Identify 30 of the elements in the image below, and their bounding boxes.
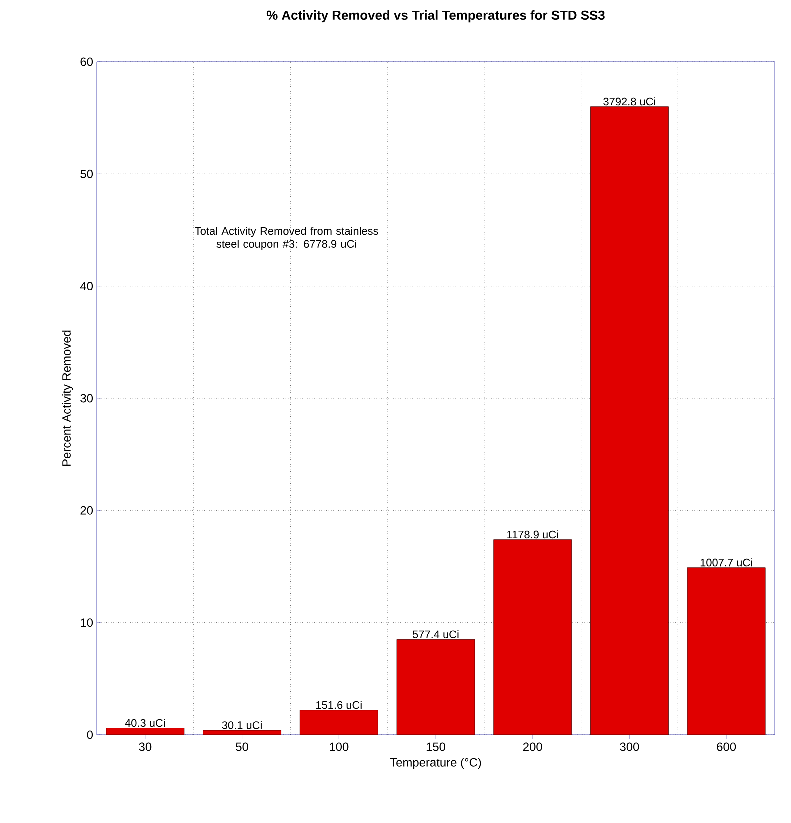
annotation: 151.6 uCi — [316, 701, 362, 710]
bar — [494, 540, 572, 735]
bar — [300, 710, 378, 735]
annotation: 1007.7 uCi — [700, 558, 752, 567]
annotation: 40.3 uCi — [125, 719, 166, 728]
y-tick-label: 10 — [81, 618, 94, 628]
annotation: 1178.9 uCi — [508, 530, 558, 539]
bar — [590, 106, 669, 735]
y-tick-label: 50 — [80, 170, 94, 178]
x-tick-label: 200 — [523, 742, 542, 752]
annotation: Total Activity Removed from stainless steel coupon #3: 6778.9 uCi — [195, 227, 378, 250]
y-tick-label: 20 — [80, 506, 94, 515]
x-axis-title: Temperature (°C) — [390, 758, 482, 770]
y-tick-label: 0 — [87, 730, 94, 740]
x-tick-label: 150 — [426, 742, 446, 752]
y-tick-label: 30 — [80, 394, 94, 403]
bar — [397, 640, 476, 735]
chart-title: % Activity Removed vs Trial Temperatures for STD SS3 — [266, 10, 605, 23]
annotation: 3792.8 uCi — [604, 98, 656, 106]
x-tick-label: 100 — [330, 742, 349, 752]
x-tick-label: 600 — [717, 742, 736, 752]
y-axis-title: Percent Activity Removed — [62, 330, 74, 466]
x-tick-label: 300 — [620, 742, 640, 752]
bar — [687, 568, 766, 735]
x-tick-label: 50 — [236, 742, 248, 752]
y-tick-label: 40 — [80, 282, 94, 291]
x-tick-label: 30 — [139, 742, 152, 752]
annotation: 30.1 uCi — [222, 721, 262, 730]
annotation: 577.4 uCi — [412, 630, 459, 638]
y-tick-label: 60 — [80, 58, 94, 66]
